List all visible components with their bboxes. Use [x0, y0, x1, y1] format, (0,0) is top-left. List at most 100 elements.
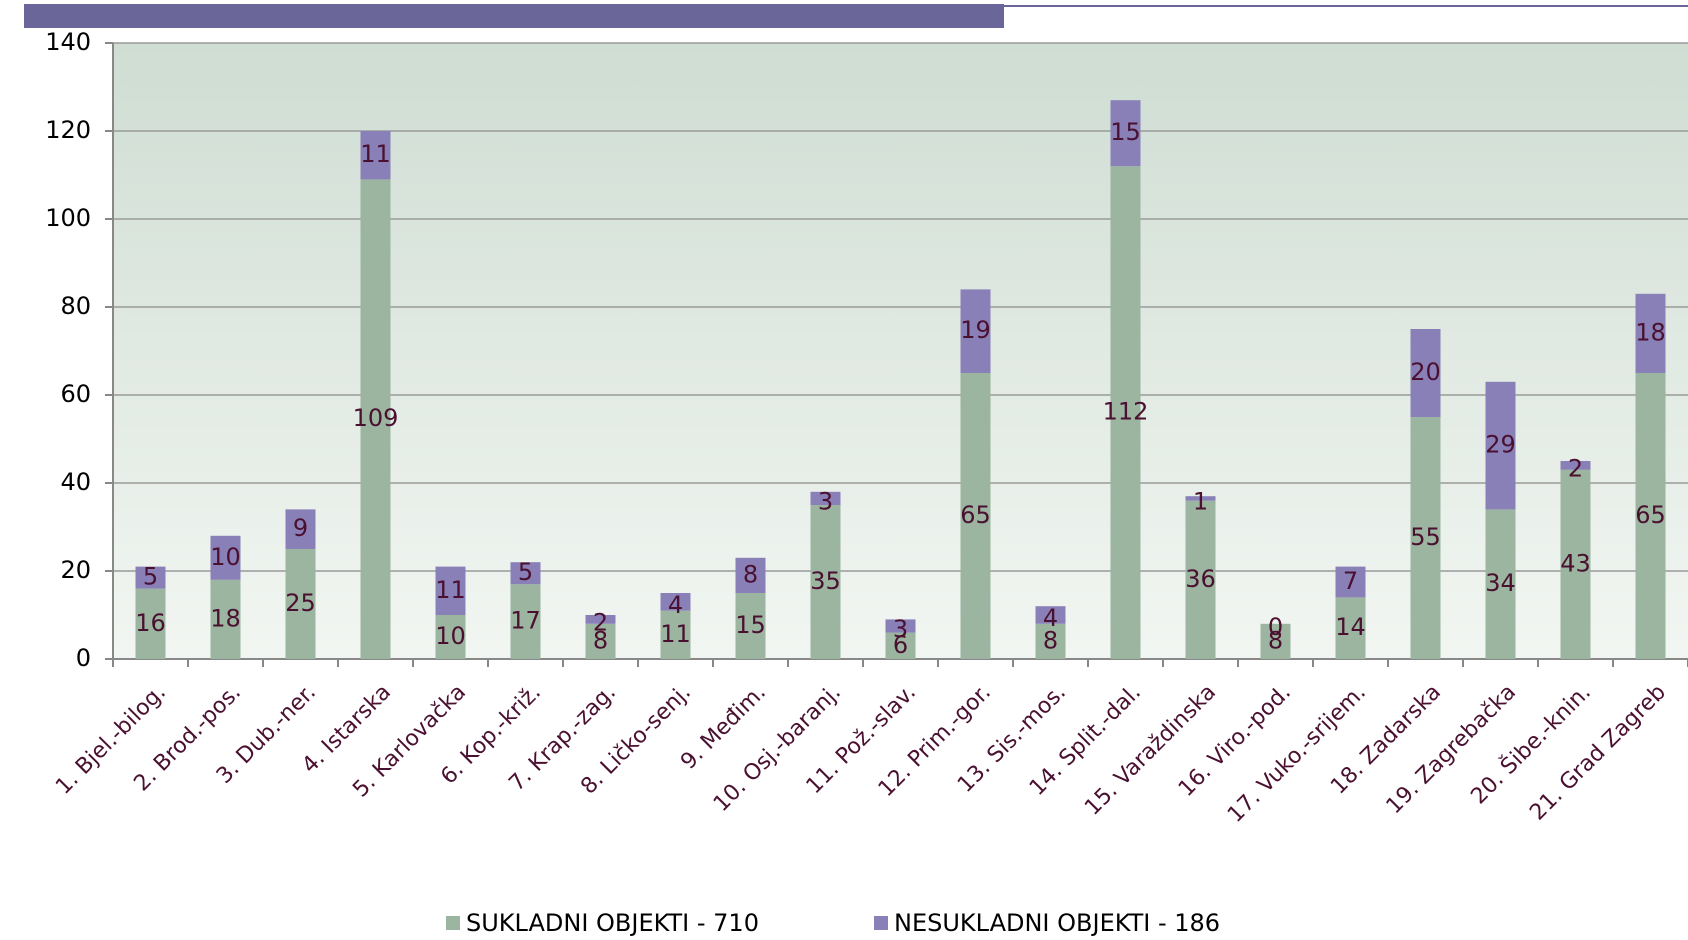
y-tick-label: 20 [60, 556, 91, 584]
y-tick-label: 80 [60, 292, 91, 320]
value-label: 43 [1560, 549, 1591, 577]
plot-area [113, 43, 1688, 659]
legend-swatch [446, 916, 460, 930]
value-label: 11 [660, 620, 691, 648]
bar-segment [1110, 166, 1141, 659]
value-label: 8 [1043, 626, 1058, 654]
value-label: 11 [360, 140, 391, 168]
bar-segment [510, 562, 541, 585]
bar-segment [1410, 329, 1441, 417]
bar-segment [1335, 566, 1366, 598]
value-label: 8 [743, 560, 758, 588]
bar-segment [1185, 496, 1216, 501]
value-label: 14 [1335, 613, 1366, 641]
value-label: 25 [285, 589, 316, 617]
value-label: 0 [1268, 613, 1283, 641]
bar-segment [885, 632, 916, 659]
bar-segment [1635, 293, 1666, 373]
bar-segment [135, 566, 166, 589]
value-label: 34 [1485, 569, 1516, 597]
y-tick-label: 60 [60, 380, 91, 408]
bar-segment [660, 610, 691, 659]
value-label: 11 [435, 576, 466, 604]
value-label: 65 [960, 501, 991, 529]
bar-segment [1560, 461, 1591, 470]
x-tick-label: 10. Osj.-baranj. [709, 680, 846, 817]
bar-segment [1335, 597, 1366, 659]
bar-segment [360, 179, 391, 659]
value-label: 15 [735, 611, 766, 639]
bar-segment [1635, 373, 1666, 659]
value-label: 3 [893, 615, 908, 643]
bar-segment [435, 615, 466, 659]
value-label: 36 [1185, 565, 1216, 593]
bar-segment [1485, 381, 1516, 510]
y-tick-label: 140 [45, 28, 91, 56]
bar-segment [810, 505, 841, 659]
value-label: 10 [210, 543, 241, 571]
bar-segment [660, 593, 691, 611]
bar-segment [1035, 606, 1066, 624]
value-label: 10 [435, 622, 466, 650]
value-label: 9 [293, 514, 308, 542]
bar-segment [960, 289, 991, 373]
bar-segment [585, 623, 616, 659]
bar-segment [735, 557, 766, 593]
x-tick-label: 15. Varaždinska [1080, 680, 1221, 821]
bar-segment [585, 615, 616, 624]
value-label: 3 [818, 487, 833, 515]
value-label: 20 [1410, 358, 1441, 386]
x-tick-label: 17. Vuko.-srijem. [1223, 680, 1371, 828]
bar-segment [735, 593, 766, 659]
value-label: 112 [1103, 398, 1149, 426]
bar-segment [1110, 100, 1141, 167]
bar-segment [1560, 469, 1591, 659]
value-label: 35 [810, 567, 841, 595]
value-label: 18 [1635, 318, 1666, 346]
bar-segment [285, 549, 316, 659]
legend-label: SUKLADNI OBJEKTI - 710 [466, 909, 759, 937]
value-label: 4 [1043, 604, 1058, 632]
value-label: 6 [893, 631, 908, 659]
y-tick-label: 100 [45, 204, 91, 232]
value-label: 29 [1485, 431, 1516, 459]
legend-label: NESUKLADNI OBJEKTI - 186 [894, 909, 1220, 937]
value-label: 5 [143, 563, 158, 591]
y-tick-label: 0 [76, 644, 91, 672]
value-label: 65 [1635, 501, 1666, 529]
bar-segment [810, 491, 841, 505]
value-label: 8 [593, 626, 608, 654]
value-label: 5 [518, 558, 533, 586]
value-label: 55 [1410, 523, 1441, 551]
bar-segment [1260, 623, 1291, 659]
value-label: 15 [1110, 118, 1141, 146]
bar-segment [1185, 500, 1216, 659]
bar-segment [885, 619, 916, 633]
y-tick-label: 40 [60, 468, 91, 496]
value-label: 1 [1193, 487, 1208, 515]
value-label: 17 [510, 607, 541, 635]
bar-segment [360, 131, 391, 180]
bar-segment [210, 535, 241, 580]
value-label: 4 [668, 591, 683, 619]
bar-segment [285, 509, 316, 549]
legend-swatch [874, 916, 888, 930]
bar-segment [1485, 509, 1516, 659]
header-bar [24, 4, 1004, 28]
x-tick-label: 19. Zagrebačka [1382, 680, 1521, 819]
bar-segment [1410, 417, 1441, 659]
value-label: 2 [593, 608, 608, 636]
y-tick-label: 120 [45, 116, 91, 144]
value-label: 18 [210, 604, 241, 632]
bar-segment [510, 584, 541, 659]
x-tick-label: 21. Grad Zagreb [1525, 680, 1671, 826]
bar-segment [135, 588, 166, 659]
value-label: 7 [1343, 567, 1358, 595]
value-label: 8 [1268, 626, 1283, 654]
value-label: 16 [135, 609, 166, 637]
bar-segment [960, 373, 991, 659]
value-label: 109 [353, 404, 399, 432]
value-label: 19 [960, 316, 991, 344]
bar-segment [435, 566, 466, 615]
